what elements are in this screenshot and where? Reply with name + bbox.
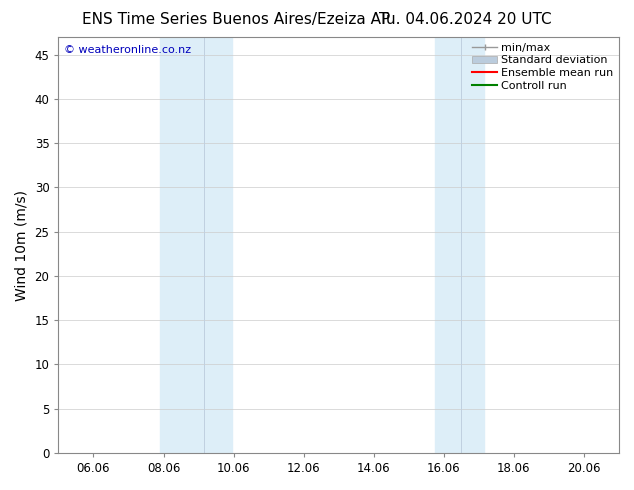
Y-axis label: Wind 10m (m/s): Wind 10m (m/s)	[15, 190, 29, 300]
Text: Tu. 04.06.2024 20 UTC: Tu. 04.06.2024 20 UTC	[379, 12, 552, 27]
Bar	[435, 37, 484, 453]
Text: ENS Time Series Buenos Aires/Ezeiza AP: ENS Time Series Buenos Aires/Ezeiza AP	[82, 12, 391, 27]
Bar	[160, 37, 232, 453]
Legend: min/max, Standard deviation, Ensemble mean run, Controll run: min/max, Standard deviation, Ensemble me…	[470, 40, 616, 93]
Text: © weatheronline.co.nz: © weatheronline.co.nz	[64, 46, 191, 55]
